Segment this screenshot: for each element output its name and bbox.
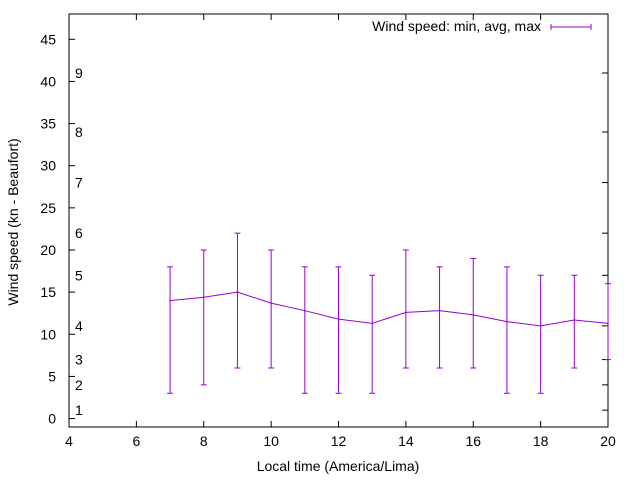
x-tick-label: 10: [263, 433, 279, 449]
y-tick-label: 15: [40, 284, 56, 300]
x-tick-label: 4: [65, 433, 73, 449]
x-tick-label: 16: [465, 433, 481, 449]
x-tick-label: 14: [398, 433, 414, 449]
avg-point: [202, 296, 205, 299]
y-tick-label: 10: [40, 326, 56, 342]
avg-point: [337, 318, 340, 320]
x-tick-label: 8: [200, 433, 208, 449]
avg-point: [371, 322, 373, 325]
x-tick-label: 20: [600, 433, 616, 449]
avg-point: [304, 309, 306, 312]
x-tick-label: 18: [533, 433, 549, 449]
y-tick-label: 20: [40, 242, 56, 258]
beaufort-label: 1: [75, 402, 83, 418]
beaufort-label: 8: [75, 124, 83, 140]
beaufort-label: 7: [75, 175, 83, 191]
y-tick-label: 5: [48, 368, 56, 384]
beaufort-label: 2: [75, 377, 83, 393]
avg-point: [405, 311, 407, 314]
y-tick-label: 45: [40, 31, 56, 47]
y-tick-label: 40: [40, 73, 56, 89]
y-tick-label: 0: [48, 411, 56, 427]
avg-point: [506, 320, 508, 323]
x-tick-label: 12: [331, 433, 347, 449]
series-avg-line: [170, 291, 609, 327]
avg-point: [438, 309, 441, 312]
y-tick-label: 30: [40, 158, 56, 174]
y-axis-label: Wind speed (kn - Beaufort): [5, 138, 21, 305]
legend-label: Wind speed: min, avg, max: [372, 18, 541, 34]
avg-point: [573, 319, 576, 321]
x-tick-label: 6: [132, 433, 140, 449]
y-tick-label: 25: [40, 200, 56, 216]
beaufort-label: 3: [75, 352, 83, 368]
beaufort-label: 9: [75, 65, 83, 81]
beaufort-label: 6: [75, 225, 83, 241]
avg-point: [236, 291, 239, 293]
avg-point: [607, 322, 609, 325]
avg-point: [472, 314, 475, 316]
avg-point: [539, 325, 542, 327]
avg-point: [270, 302, 272, 304]
avg-point: [169, 299, 171, 302]
beaufort-label: 4: [75, 318, 83, 334]
y-tick-label: 35: [40, 116, 56, 132]
x-axis-label: Local time (America/Lima): [257, 458, 420, 474]
beaufort-label: 5: [75, 267, 83, 283]
